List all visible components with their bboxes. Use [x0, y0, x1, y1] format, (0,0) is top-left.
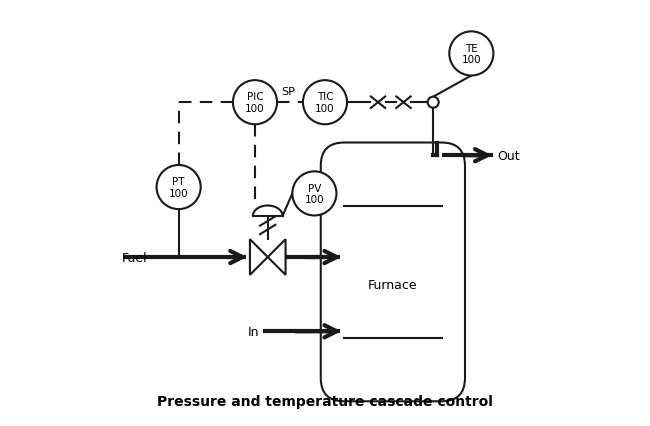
- Text: Out: Out: [498, 150, 520, 162]
- Text: PV
100: PV 100: [305, 183, 324, 205]
- Circle shape: [292, 172, 337, 216]
- Text: Furnace: Furnace: [368, 279, 418, 291]
- Text: Pressure and temperature cascade control: Pressure and temperature cascade control: [157, 394, 493, 408]
- Text: PIC
100: PIC 100: [245, 92, 265, 114]
- Text: TIC
100: TIC 100: [315, 92, 335, 114]
- Circle shape: [233, 81, 277, 125]
- Polygon shape: [268, 240, 285, 275]
- Text: In: In: [248, 325, 259, 338]
- Text: Fuel: Fuel: [122, 251, 148, 264]
- Circle shape: [157, 166, 201, 210]
- Circle shape: [449, 32, 493, 76]
- FancyBboxPatch shape: [320, 143, 465, 401]
- Circle shape: [428, 98, 439, 109]
- Text: TE
100: TE 100: [462, 43, 481, 65]
- Text: PT
100: PT 100: [169, 177, 188, 199]
- Text: SP: SP: [281, 86, 295, 97]
- Circle shape: [303, 81, 347, 125]
- Polygon shape: [250, 240, 268, 275]
